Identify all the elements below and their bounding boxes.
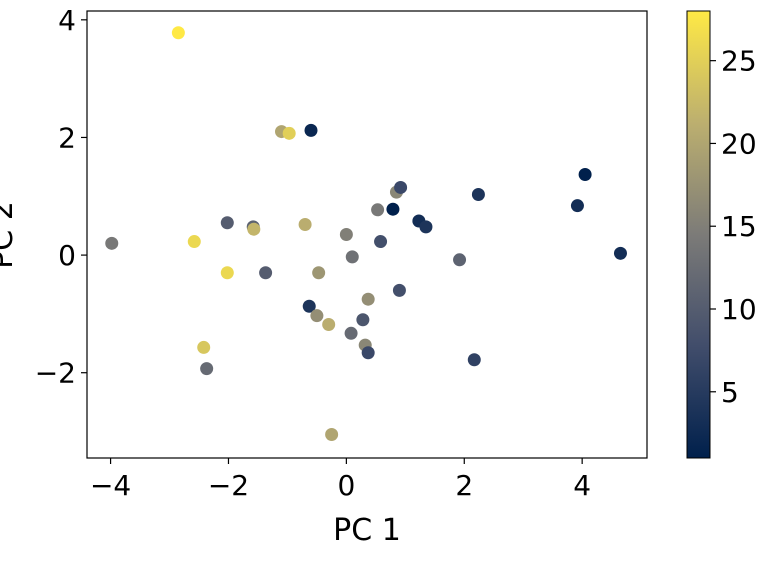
x-axis-ticks: −4 −2 0 2 4 bbox=[90, 458, 591, 502]
data-point bbox=[467, 353, 481, 367]
colorbar-ticks: 5 10 15 20 25 bbox=[710, 45, 757, 409]
colorbar-tick-label: 10 bbox=[721, 293, 757, 326]
data-point bbox=[471, 188, 485, 202]
colorbar bbox=[686, 10, 711, 459]
y-axis-ticks: −2 0 2 4 bbox=[35, 4, 87, 390]
data-point bbox=[345, 250, 359, 264]
data-point bbox=[282, 126, 296, 140]
data-point bbox=[105, 236, 119, 250]
colorbar-tick-label: 15 bbox=[721, 210, 757, 243]
data-point bbox=[374, 235, 388, 249]
data-points bbox=[105, 26, 627, 441]
x-tick-label: −2 bbox=[208, 469, 249, 502]
data-point bbox=[392, 283, 406, 297]
data-point bbox=[310, 309, 324, 323]
y-tick-label: 4 bbox=[58, 4, 76, 37]
data-point bbox=[386, 202, 400, 216]
y-tick-label: −2 bbox=[35, 357, 76, 390]
y-axis-label: PC 2 bbox=[0, 201, 20, 269]
data-point bbox=[344, 326, 358, 340]
data-point bbox=[304, 123, 318, 137]
data-point bbox=[325, 427, 339, 441]
x-tick-label: 0 bbox=[337, 469, 355, 502]
y-tick-label: 2 bbox=[58, 121, 76, 154]
data-point bbox=[394, 180, 408, 194]
y-tick-label: 0 bbox=[58, 239, 76, 272]
data-point bbox=[613, 246, 627, 260]
data-point bbox=[171, 26, 185, 40]
data-point bbox=[570, 199, 584, 213]
plot-area-frame bbox=[86, 10, 648, 459]
data-point bbox=[339, 228, 353, 241]
data-point bbox=[371, 203, 385, 217]
x-tick-label: 2 bbox=[455, 469, 473, 502]
data-point bbox=[361, 292, 375, 306]
colorbar-tick-label: 20 bbox=[721, 127, 757, 160]
data-point bbox=[200, 362, 214, 376]
x-axis-label: PC 1 bbox=[333, 513, 401, 548]
data-point bbox=[356, 313, 370, 327]
data-point bbox=[312, 266, 326, 280]
data-point bbox=[453, 253, 467, 267]
data-point bbox=[578, 168, 592, 182]
data-point bbox=[361, 346, 375, 360]
data-point bbox=[302, 299, 316, 313]
colorbar-tick-label: 5 bbox=[721, 376, 739, 409]
x-tick-label: −4 bbox=[90, 469, 131, 502]
data-point bbox=[322, 317, 336, 331]
data-point bbox=[247, 222, 261, 236]
data-point bbox=[220, 216, 234, 230]
data-point bbox=[419, 220, 433, 234]
data-point bbox=[259, 266, 273, 280]
data-point bbox=[220, 266, 234, 280]
data-point bbox=[197, 340, 211, 354]
colorbar-tick-label: 25 bbox=[721, 45, 757, 78]
data-point bbox=[298, 218, 312, 232]
data-point bbox=[187, 235, 201, 249]
x-tick-label: 4 bbox=[573, 469, 591, 502]
